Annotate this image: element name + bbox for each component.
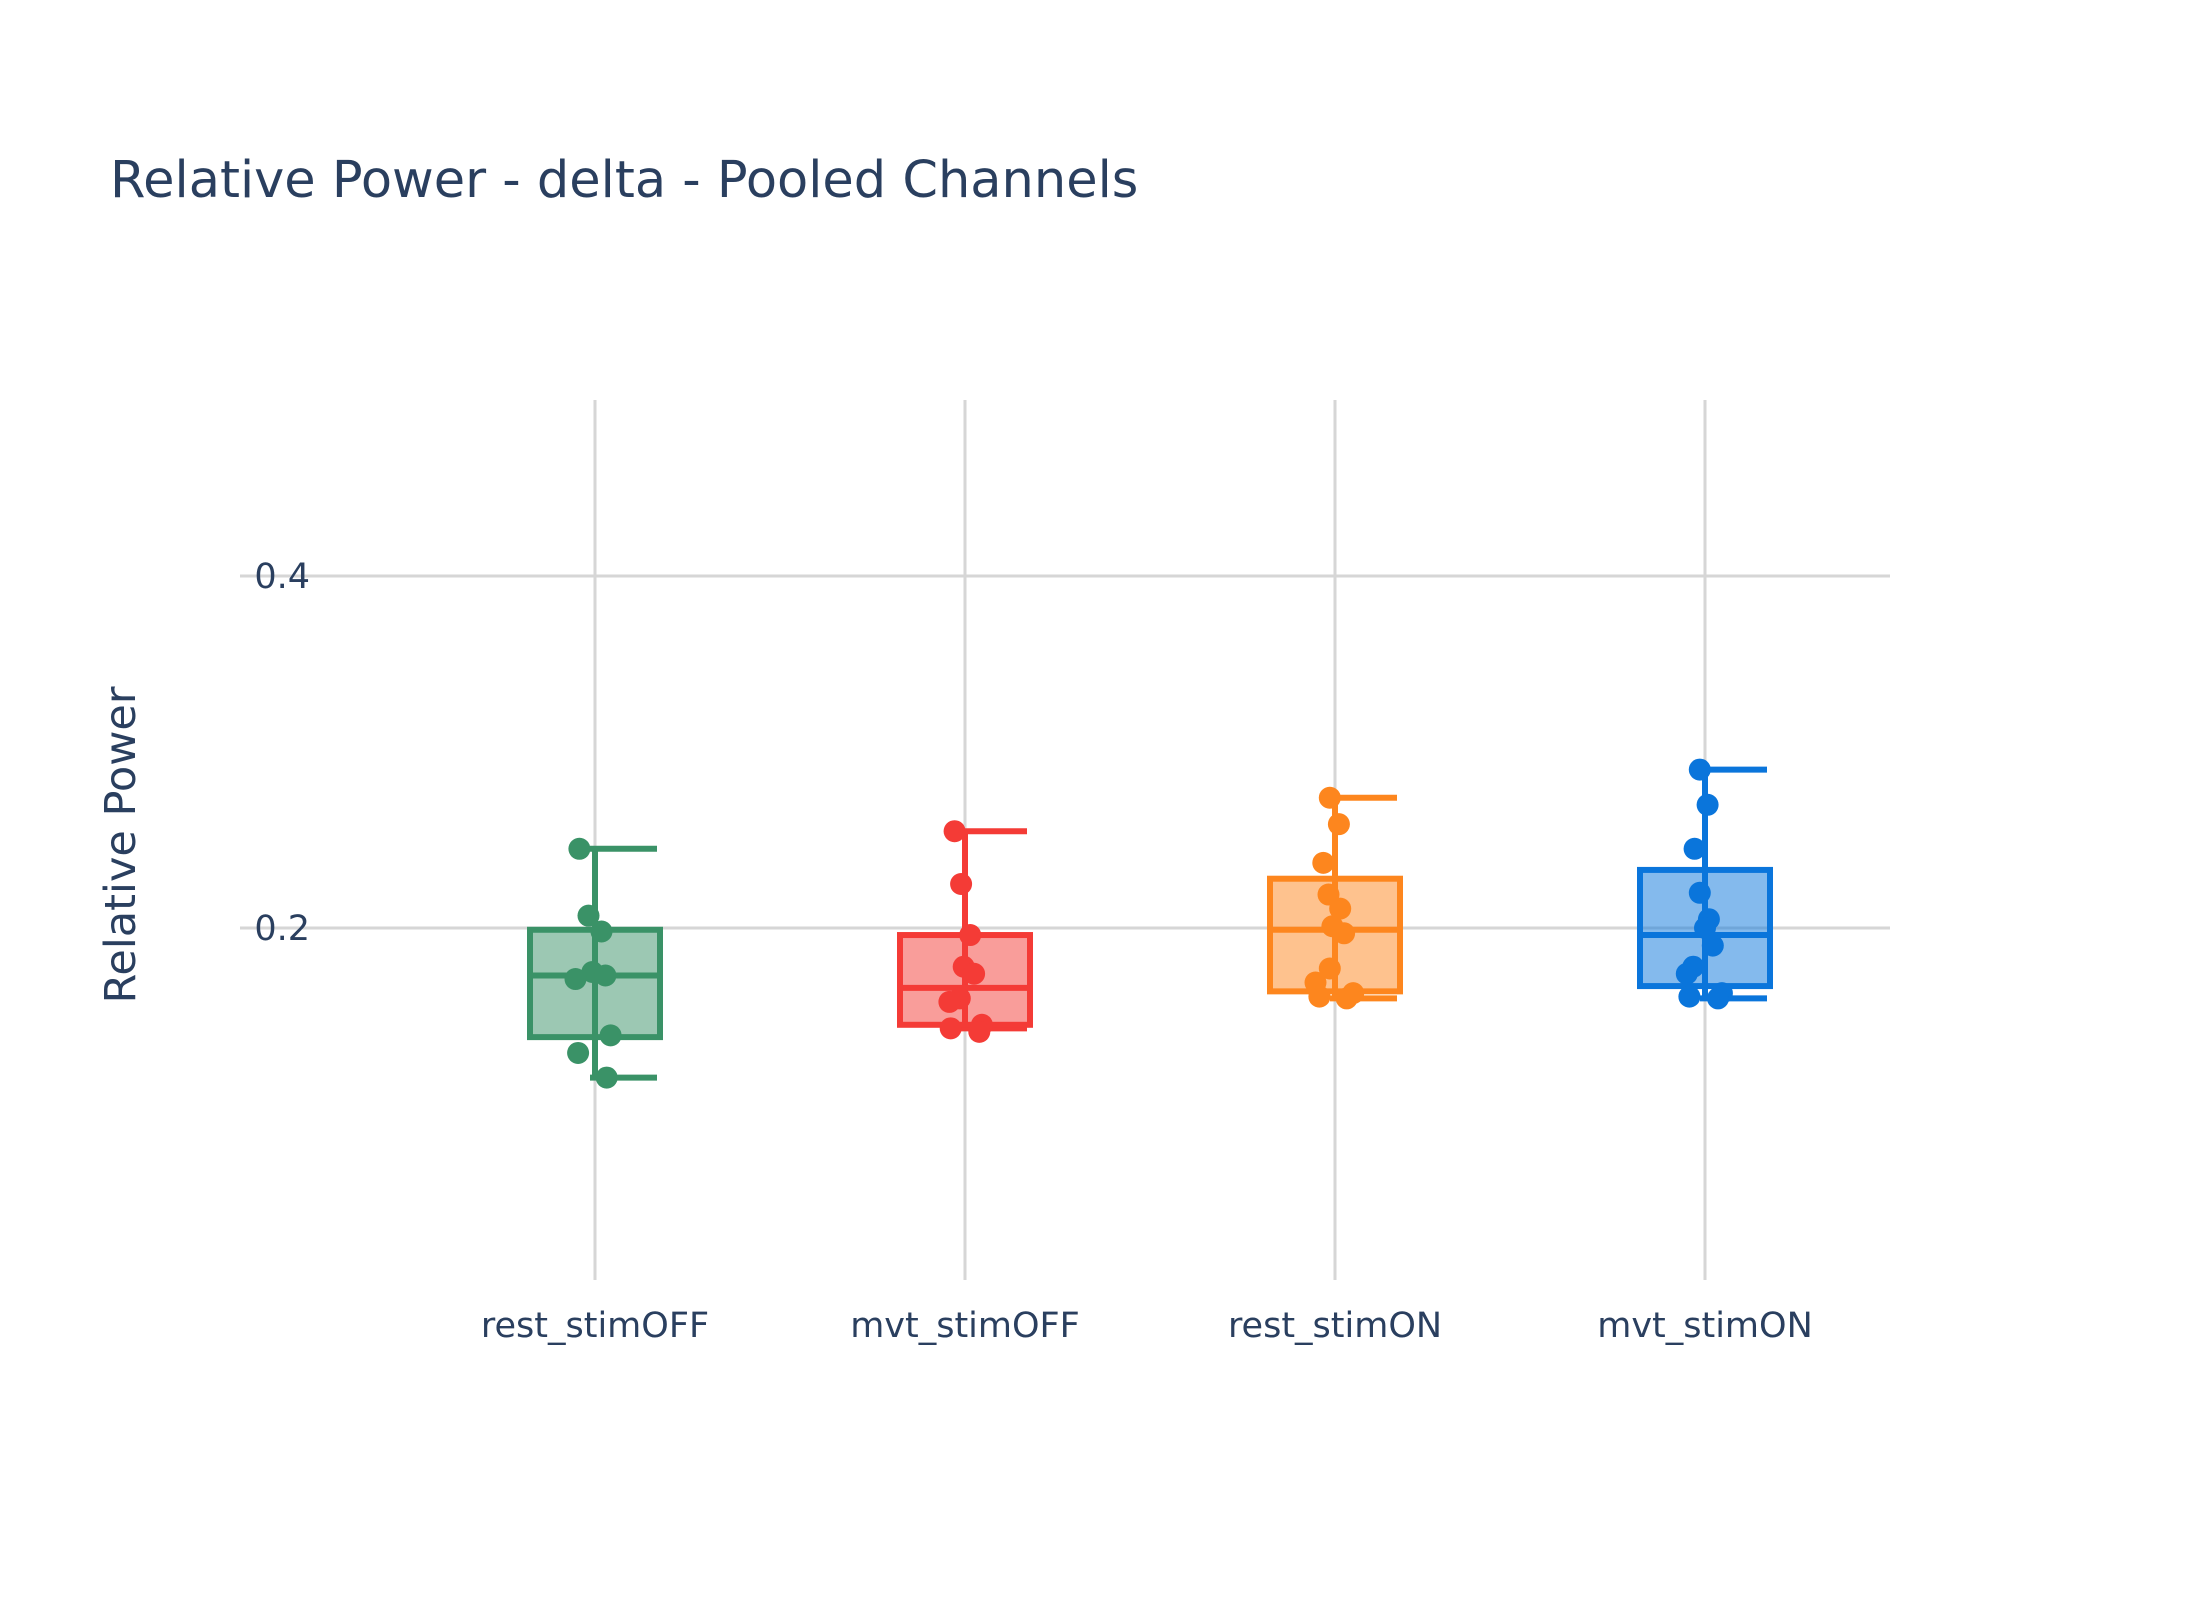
x-tick-label: rest_stimON — [1228, 1306, 1442, 1346]
data-point — [1701, 934, 1724, 957]
x-tick-label: mvt_stimON — [1597, 1306, 1813, 1346]
box-group-mvt-stimON — [1637, 758, 1773, 1010]
data-point — [567, 1041, 590, 1064]
data-point — [1696, 793, 1719, 816]
data-point — [1318, 957, 1341, 980]
data-point — [1335, 987, 1358, 1010]
data-point — [1327, 813, 1350, 836]
data-point — [1308, 985, 1331, 1008]
data-point — [1694, 917, 1716, 939]
box-groups — [527, 758, 1773, 1089]
data-point — [1678, 985, 1701, 1008]
box-iqr — [527, 926, 663, 1041]
data-point — [939, 1017, 962, 1040]
data-point — [938, 990, 961, 1013]
x-tick-label: mvt_stimOFF — [850, 1306, 1080, 1346]
y-axis-label: Relative Power — [96, 686, 146, 1003]
data-point — [1688, 758, 1711, 781]
data-point — [577, 904, 600, 927]
data-point — [959, 924, 982, 947]
data-point — [564, 968, 587, 991]
data-point — [568, 837, 591, 860]
data-point — [1318, 786, 1341, 809]
data-point — [595, 1066, 618, 1089]
box-group-rest-stimON — [1267, 786, 1403, 1010]
data-point — [590, 920, 613, 943]
data-point — [1707, 987, 1729, 1010]
data-point — [1312, 851, 1335, 874]
data-point — [950, 873, 973, 895]
chart-title: Relative Power - delta - Pooled Channels — [110, 151, 1138, 210]
axis-ticks: 0.2 0.4 rest_stimOFF mvt_stimOFF rest_stimON… — [254, 557, 1812, 1346]
data-point — [943, 820, 966, 843]
data-point — [963, 962, 986, 985]
data-point — [1675, 962, 1698, 985]
data-point — [1688, 881, 1711, 904]
x-tick-label: rest_stimOFF — [481, 1306, 709, 1346]
box-group-rest-stimOFF — [527, 837, 663, 1089]
data-point — [1683, 837, 1706, 860]
data-point — [599, 1024, 622, 1047]
data-point — [1329, 897, 1352, 920]
data-point — [594, 964, 617, 987]
box-group-mvt-stimOFF — [897, 820, 1033, 1043]
y-tick-label: 0.4 — [254, 557, 310, 597]
data-point — [1333, 922, 1356, 945]
data-point — [968, 1020, 991, 1043]
y-tick-label: 0.2 — [254, 909, 310, 949]
gridlines — [240, 400, 1890, 1280]
